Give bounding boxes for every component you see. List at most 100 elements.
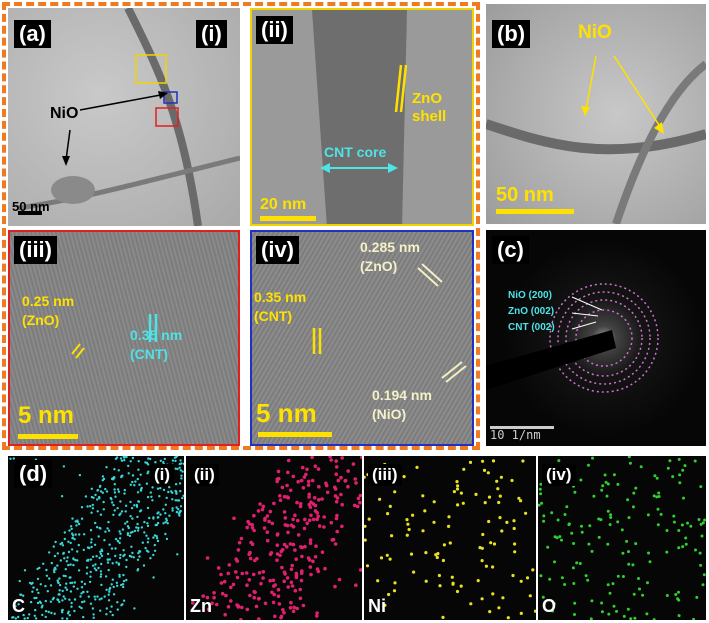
eds-dot — [136, 477, 139, 481]
eds-dot — [275, 552, 280, 556]
eds-dot — [49, 600, 53, 603]
eds-dot — [121, 528, 125, 531]
panel-d-map-zn: (ii) Zn — [186, 456, 362, 620]
eds-dot — [265, 538, 270, 543]
eds-dot — [93, 567, 97, 570]
eds-dot — [182, 462, 184, 465]
eds-dot — [125, 578, 128, 582]
yellow-roi-box — [135, 54, 167, 84]
eds-dot — [111, 501, 114, 504]
eds-dot — [122, 549, 125, 552]
eds-dot — [84, 495, 88, 498]
eds-dot — [334, 472, 338, 476]
eds-dot — [73, 581, 77, 584]
eds-dot — [517, 496, 521, 500]
eds-dot — [267, 519, 271, 524]
eds-dot — [302, 526, 307, 531]
eds-dot — [112, 513, 115, 516]
eds-dot — [320, 550, 325, 554]
eds-dot — [294, 557, 298, 561]
eds-dot — [296, 479, 300, 484]
eds-dot — [96, 489, 100, 492]
eds-dot — [9, 457, 12, 460]
eds-dot — [112, 593, 116, 596]
eds-dot — [550, 511, 554, 515]
eds-dot — [480, 559, 484, 563]
ring3-pointer — [571, 321, 597, 330]
eds-dot — [672, 520, 676, 524]
eds-dot — [14, 605, 17, 608]
eds-dot — [495, 479, 499, 483]
eds-dot — [612, 604, 616, 608]
eds-dot — [119, 457, 123, 460]
eds-dot — [205, 595, 210, 600]
eds-dot — [212, 591, 216, 595]
eds-dot — [162, 522, 165, 525]
eds-dot — [306, 483, 311, 487]
eds-dot — [300, 554, 304, 559]
eds-dot — [153, 543, 156, 547]
eds-dot — [616, 520, 620, 524]
eds-dot — [77, 522, 81, 526]
ring2-pointer — [571, 312, 599, 317]
eds-dot — [333, 494, 338, 498]
eds-dot — [53, 570, 56, 574]
scale-bar — [18, 434, 78, 439]
eds-dot — [288, 542, 293, 546]
eds-dot — [683, 464, 687, 468]
eds-dot — [272, 584, 276, 588]
eds-dot — [164, 521, 167, 524]
eds-dot — [97, 535, 100, 538]
eds-dot — [299, 478, 304, 483]
eds-dot — [106, 552, 110, 556]
eds-dot — [665, 529, 669, 532]
eds-dot — [294, 571, 299, 576]
eds-dot — [459, 491, 463, 495]
eds-dot — [93, 543, 97, 546]
eds-dot — [117, 562, 121, 565]
eds-dot — [227, 563, 232, 567]
eds-dot — [298, 502, 303, 506]
eds-dot — [488, 610, 492, 614]
eds-dot — [62, 465, 66, 468]
eds-dot — [110, 547, 114, 550]
eds-dot — [56, 552, 59, 555]
eds-dot — [633, 616, 637, 620]
eds-dot — [340, 456, 344, 460]
nio-arrow-2 — [65, 129, 71, 161]
eds-dot — [505, 520, 509, 524]
eds-dot — [313, 464, 318, 468]
eds-dot — [146, 495, 150, 499]
eds-dot — [626, 498, 630, 502]
eds-dot — [70, 605, 73, 608]
eds-dot — [653, 474, 657, 478]
eds-dot — [424, 551, 428, 555]
eds-dot — [118, 556, 122, 560]
eds-dot — [328, 456, 332, 459]
eds-dot — [586, 578, 590, 582]
eds-dot — [174, 489, 177, 493]
eds-dot — [65, 582, 68, 585]
eds-dot — [102, 500, 105, 504]
eds-dot — [146, 506, 150, 510]
eds-dot — [174, 467, 177, 470]
eds-dot — [652, 494, 656, 498]
eds-dot — [292, 605, 296, 610]
eds-dot — [89, 529, 93, 532]
eds-dot — [590, 599, 594, 603]
sub-label: (iii) — [14, 236, 57, 264]
eds-dot — [96, 498, 99, 501]
eds-dot — [609, 513, 613, 517]
eds-dot — [23, 617, 26, 620]
sub-label: (iv) — [542, 464, 576, 486]
eds-dot — [606, 509, 610, 513]
eds-dot — [128, 534, 132, 538]
eds-dot — [164, 532, 167, 536]
eds-dot — [276, 476, 281, 481]
eds-dot — [528, 594, 532, 598]
eds-dot — [555, 536, 559, 540]
eds-dot — [604, 480, 608, 484]
eds-dot — [358, 493, 362, 498]
eds-dot — [415, 465, 419, 469]
eds-dot — [116, 507, 119, 510]
